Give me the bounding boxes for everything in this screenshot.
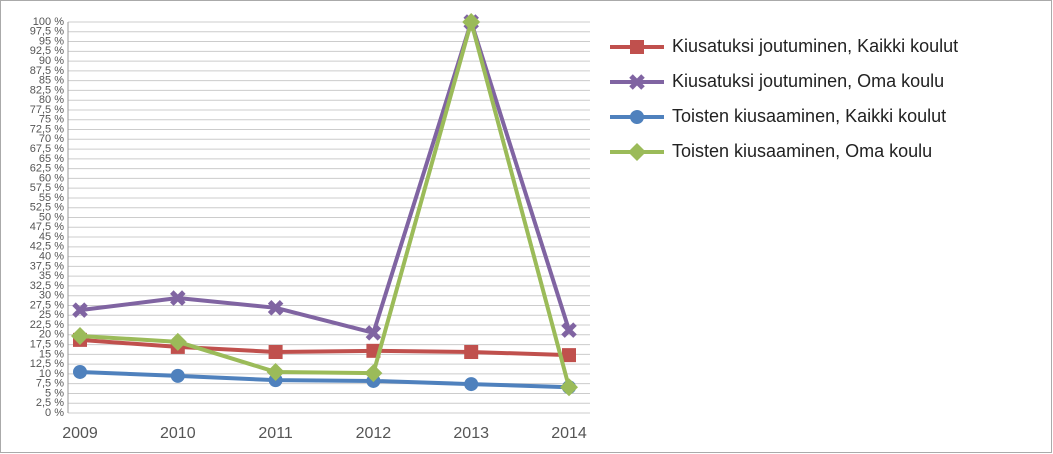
y-tick-label: 52,5 % xyxy=(30,202,64,214)
marker xyxy=(365,325,382,341)
y-tick-label: 92,5 % xyxy=(30,45,64,57)
legend-marker xyxy=(628,143,646,161)
y-tick-label: 20 % xyxy=(39,329,64,341)
y-tick-label: 32,5 % xyxy=(30,280,64,292)
y-tick-label: 17,5 % xyxy=(30,338,64,350)
marker xyxy=(71,326,89,345)
legend-label: Toisten kiusaaminen, Kaikki koulut xyxy=(672,106,946,126)
marker xyxy=(268,345,283,360)
marker xyxy=(168,332,187,351)
marker xyxy=(462,13,481,31)
legend-entry: Toisten kiusaaminen, Oma koulu xyxy=(610,141,932,161)
y-tick-label: 7,5 % xyxy=(36,378,64,390)
series-line xyxy=(79,337,570,358)
y-tick-label: 95 % xyxy=(39,35,64,47)
y-tick-label: 87,5 % xyxy=(30,65,64,77)
x-tick-label: 2010 xyxy=(160,425,196,442)
legend-marker xyxy=(630,40,644,54)
y-tick-label: 62,5 % xyxy=(30,163,64,175)
y-tick-label: 35 % xyxy=(39,270,64,282)
marker xyxy=(464,377,479,392)
legend-entry: Kiusatuksi joutuminen, Oma koulu xyxy=(610,71,944,91)
x-tick-label: 2011 xyxy=(258,425,293,442)
legend-label: Kiusatuksi joutuminen, Kaikki koulut xyxy=(672,36,958,56)
x-tick-label: 2013 xyxy=(453,425,489,442)
y-tick-label: 50 % xyxy=(39,211,64,223)
y-tick-label: 10 % xyxy=(39,368,64,380)
y-tick-label: 12,5 % xyxy=(30,358,64,370)
y-tick-label: 37,5 % xyxy=(30,260,64,272)
y-tick-label: 67,5 % xyxy=(30,143,64,155)
series-line xyxy=(79,369,570,390)
marker xyxy=(364,364,383,383)
y-tick-label: 70 % xyxy=(39,133,64,145)
y-tick-label: 97,5 % xyxy=(30,26,64,38)
y-tick-label: 100 % xyxy=(33,16,64,28)
marker xyxy=(170,290,186,306)
x-tick-label: 2012 xyxy=(356,425,392,442)
y-tick-label: 5 % xyxy=(45,387,64,399)
series-line xyxy=(79,20,571,388)
y-tick-label: 82,5 % xyxy=(30,84,64,96)
y-tick-label: 80 % xyxy=(39,94,64,106)
y-tick-label: 85 % xyxy=(39,75,64,87)
y-tick-label: 60 % xyxy=(39,172,64,184)
y-tick-label: 42,5 % xyxy=(30,241,64,253)
y-tick-label: 45 % xyxy=(39,231,64,243)
y-tick-label: 25 % xyxy=(39,309,64,321)
legend-entry: Toisten kiusaaminen, Kaikki koulut xyxy=(610,106,946,126)
marker xyxy=(73,364,87,379)
y-tick-label: 0 % xyxy=(45,407,64,419)
marker xyxy=(266,362,285,381)
marker xyxy=(561,322,577,338)
legend-label: Toisten kiusaaminen, Oma koulu xyxy=(672,141,932,161)
marker xyxy=(464,345,479,360)
y-tick-label: 77,5 % xyxy=(30,104,64,116)
legend-entry: Kiusatuksi joutuminen, Kaikki koulut xyxy=(610,36,958,56)
y-tick-label: 90 % xyxy=(39,55,64,67)
y-tick-label: 30 % xyxy=(39,290,64,302)
legend-marker xyxy=(630,110,644,124)
y-tick-label: 40 % xyxy=(39,251,64,263)
legend-marker xyxy=(629,74,645,90)
legend-label: Kiusatuksi joutuminen, Oma koulu xyxy=(672,71,944,91)
y-tick-label: 27,5 % xyxy=(30,299,64,311)
marker xyxy=(170,368,185,383)
y-tick-label: 22,5 % xyxy=(30,319,64,331)
y-tick-label: 2,5 % xyxy=(36,397,64,409)
y-tick-label: 72,5 % xyxy=(30,123,64,135)
y-tick-label: 47,5 % xyxy=(30,221,64,233)
x-tick-label: 2009 xyxy=(62,425,98,442)
y-tick-label: 65 % xyxy=(39,153,64,165)
y-tick-label: 75 % xyxy=(39,114,64,126)
marker xyxy=(562,348,576,363)
marker xyxy=(560,378,578,397)
y-tick-label: 55 % xyxy=(39,192,64,204)
marker xyxy=(267,300,284,316)
series-line xyxy=(79,20,571,335)
y-tick-label: 57,5 % xyxy=(30,182,64,194)
x-tick-label: 2014 xyxy=(551,425,587,442)
marker xyxy=(72,302,88,318)
y-tick-label: 15 % xyxy=(39,348,64,360)
